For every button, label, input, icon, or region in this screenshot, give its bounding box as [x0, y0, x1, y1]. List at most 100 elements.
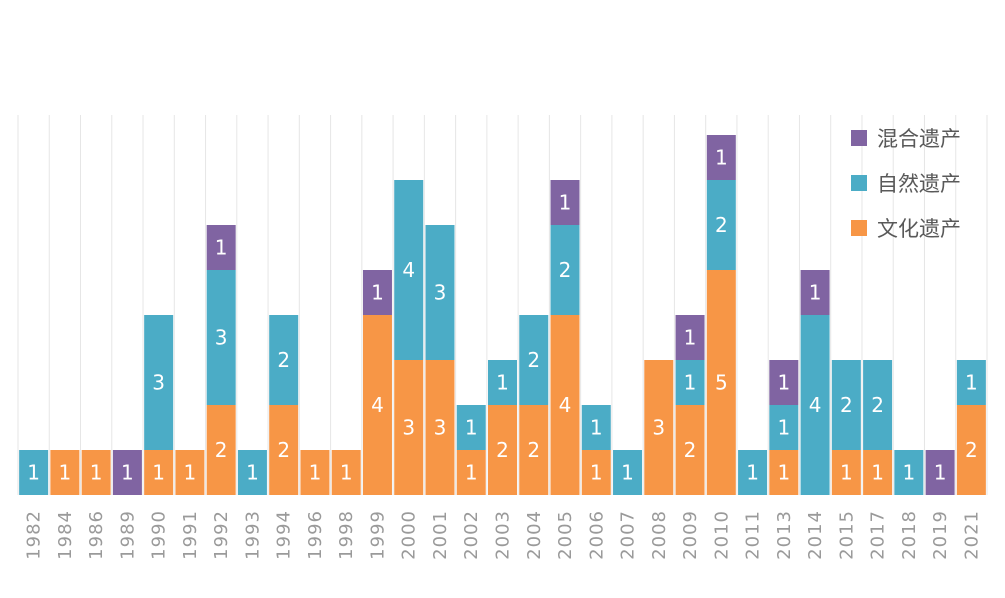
- bar-segment: [269, 405, 299, 495]
- legend-label: 自然遗产: [877, 172, 961, 196]
- bar-segment: [50, 450, 80, 495]
- x-tick-label: 2005: [555, 510, 576, 560]
- data-label: 1: [246, 461, 259, 485]
- data-label: 1: [715, 146, 728, 170]
- x-tick-label: 2010: [711, 510, 732, 560]
- x-tick-label: 1982: [24, 510, 45, 560]
- x-tick-label: 2001: [430, 510, 451, 560]
- legend-swatch: [851, 175, 867, 191]
- data-label: 3: [652, 416, 665, 440]
- data-label: 2: [277, 348, 290, 372]
- data-label: 1: [965, 371, 978, 395]
- x-tick-label: 1994: [274, 510, 295, 560]
- x-tick-label: 2004: [524, 510, 545, 560]
- data-label: 1: [621, 461, 634, 485]
- bar-segment: [175, 450, 205, 495]
- x-tick-label: 2003: [493, 510, 514, 560]
- data-label: 1: [777, 371, 790, 395]
- x-tick-label: 2017: [868, 510, 889, 560]
- bar-segment: [144, 315, 174, 450]
- data-label: 3: [402, 416, 415, 440]
- bar-segment: [519, 405, 549, 495]
- bar-segment: [144, 450, 174, 495]
- data-label: 1: [465, 416, 478, 440]
- bar-segment: [644, 360, 674, 495]
- bar-segment: [362, 315, 392, 495]
- data-label: 2: [496, 438, 509, 462]
- bar-segment: [675, 360, 705, 405]
- bar-segment: [706, 135, 736, 180]
- data-label: 4: [371, 393, 384, 417]
- data-label: 1: [371, 281, 384, 305]
- grid-lines: [17, 115, 988, 495]
- bar-segment: [394, 360, 424, 495]
- legend-label: 文化遗产: [877, 217, 961, 241]
- legend-swatch: [851, 220, 867, 236]
- bar-segment: [925, 450, 955, 495]
- legend-swatch: [851, 130, 867, 146]
- data-label: 1: [465, 461, 478, 485]
- data-label: 3: [215, 326, 228, 350]
- bar-segment: [738, 450, 768, 495]
- data-label: 1: [309, 461, 322, 485]
- data-label: 1: [90, 461, 103, 485]
- bar-segment: [769, 450, 799, 495]
- data-label: 1: [684, 326, 697, 350]
- data-label: 5: [715, 371, 728, 395]
- x-tick-label: 1984: [55, 510, 76, 560]
- x-tick-label: 1996: [305, 510, 326, 560]
- bar-segment: [863, 360, 893, 450]
- bar-segment: [956, 405, 986, 495]
- bar-segment: [769, 360, 799, 405]
- bar-segment: [425, 225, 455, 360]
- data-label: 1: [496, 371, 509, 395]
- data-label: 1: [684, 371, 697, 395]
- bar-segment: [425, 360, 455, 495]
- data-label: 1: [590, 416, 603, 440]
- x-tick-label: 2014: [805, 510, 826, 560]
- data-label: 1: [746, 461, 759, 485]
- data-label: 1: [184, 461, 197, 485]
- bar-segment: [19, 450, 49, 495]
- bar-segment: [488, 360, 517, 405]
- x-tick-label: 1992: [211, 510, 232, 560]
- x-tick-label: 1991: [180, 510, 201, 560]
- bar-segment: [300, 450, 330, 495]
- legend-label: 混合遗产: [877, 127, 961, 151]
- x-tick-label: 2021: [961, 510, 982, 560]
- x-tick-label: 2000: [399, 510, 420, 560]
- x-tick-label: 1986: [86, 510, 107, 560]
- data-label: 2: [684, 438, 697, 462]
- data-label: 1: [777, 416, 790, 440]
- data-label: 2: [527, 348, 540, 372]
- bar-segment: [894, 450, 924, 495]
- x-tick-label: 2006: [586, 510, 607, 560]
- data-label: 2: [840, 393, 853, 417]
- data-label: 1: [871, 461, 884, 485]
- bar-segment: [706, 270, 736, 495]
- bar-segment: [800, 270, 830, 315]
- data-label: 1: [215, 236, 228, 260]
- data-label: 1: [777, 461, 790, 485]
- data-label: 2: [215, 438, 228, 462]
- x-axis: 1982 1984 1986 1989 1990 1991 1992 1993 1994 1996…: [24, 510, 983, 560]
- data-label: 4: [809, 393, 822, 417]
- data-label: 1: [809, 281, 822, 305]
- bar-segment: [581, 405, 611, 450]
- bar-segment: [237, 450, 267, 495]
- bar-segment: [550, 180, 580, 225]
- bar-segment: [831, 360, 861, 450]
- bar-segment: [206, 270, 236, 405]
- x-tick-label: 1999: [367, 510, 388, 560]
- data-label: 2: [559, 258, 572, 282]
- bar-segment: [488, 405, 517, 495]
- data-label: 1: [559, 191, 572, 215]
- x-tick-label: 1998: [336, 510, 357, 560]
- data-label: 1: [934, 461, 947, 485]
- data-label: 1: [340, 461, 353, 485]
- bar-segment: [613, 450, 643, 495]
- bar-segment: [394, 180, 424, 360]
- bar-segment: [769, 405, 799, 450]
